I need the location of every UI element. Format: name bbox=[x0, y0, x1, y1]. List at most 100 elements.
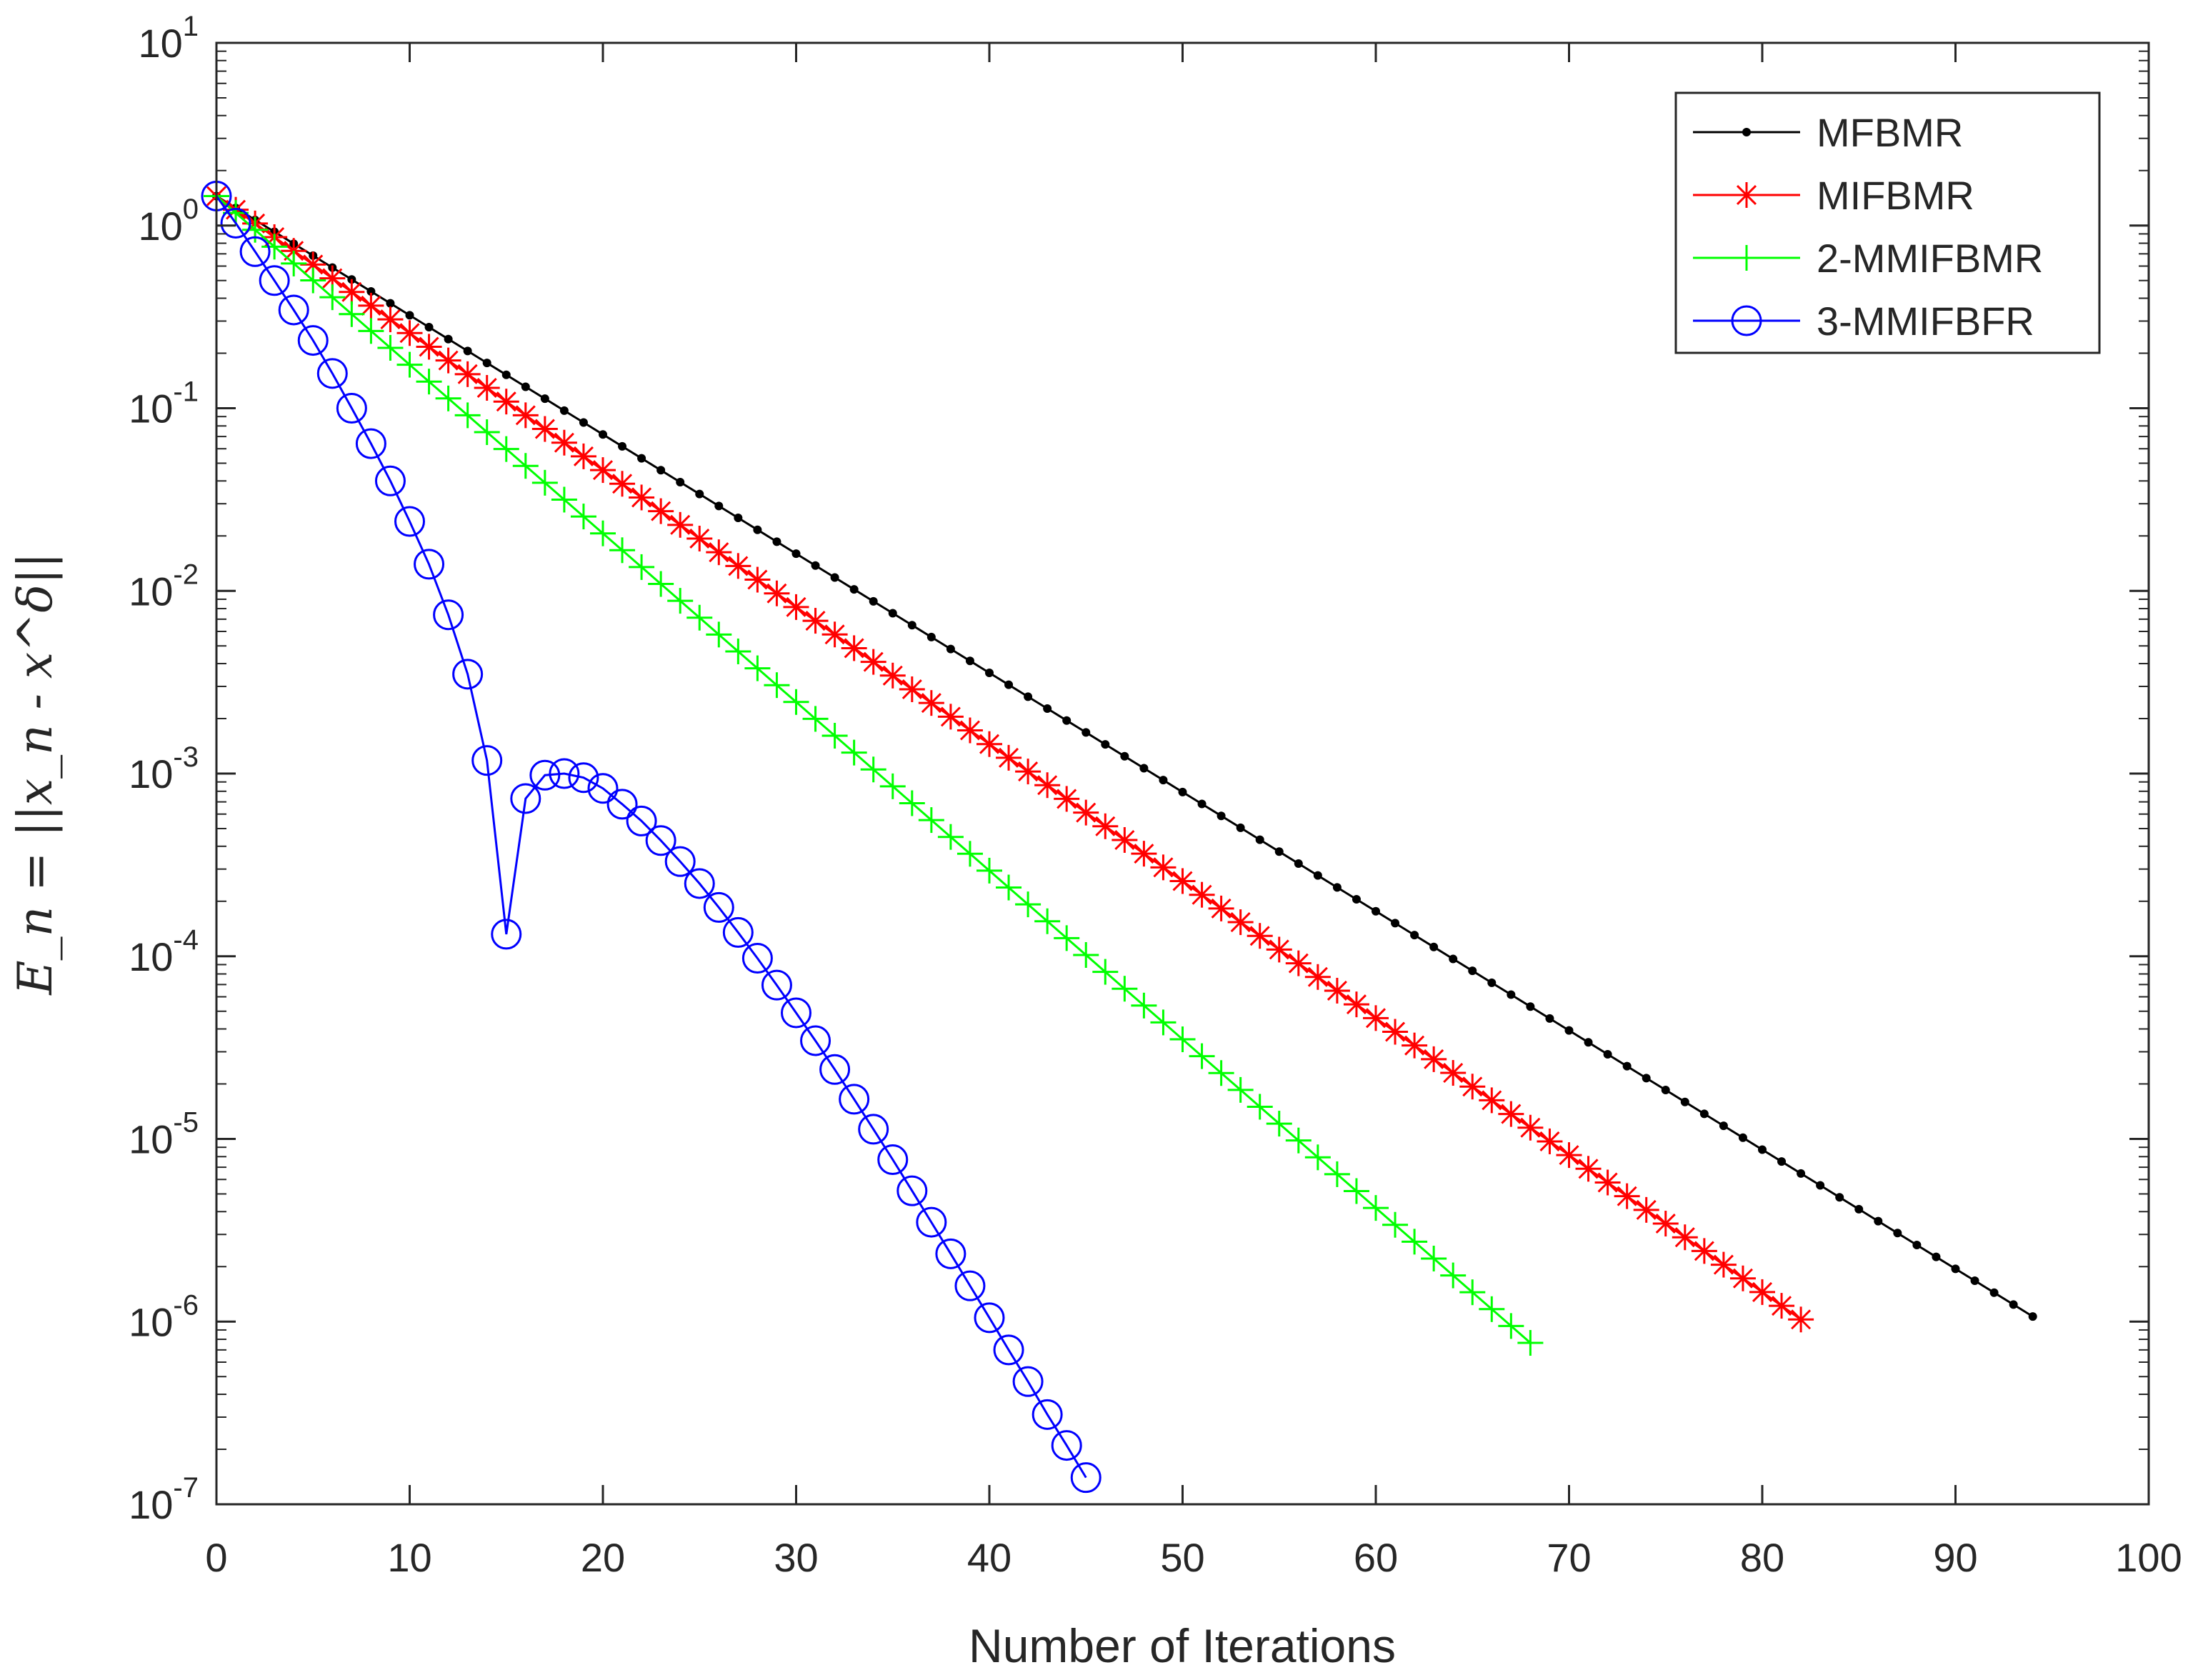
dot-marker bbox=[482, 359, 491, 368]
asterisk-stroke bbox=[1056, 789, 1077, 809]
legend-item-2-mmifbmr: 2-MMIFBMR bbox=[1693, 236, 2043, 281]
plus-marker bbox=[1169, 1026, 1196, 1053]
plus-marker bbox=[1517, 1330, 1544, 1356]
dot-marker bbox=[1970, 1276, 1979, 1286]
asterisk-marker bbox=[1633, 1196, 1659, 1223]
plus-marker bbox=[1015, 891, 1041, 918]
circle-marker bbox=[684, 868, 715, 899]
asterisk-marker bbox=[319, 265, 346, 291]
asterisk-stroke bbox=[476, 377, 497, 399]
asterisk-stroke bbox=[1365, 1008, 1387, 1029]
asterisk-stroke bbox=[1539, 1131, 1560, 1151]
plus-marker bbox=[1421, 1245, 1447, 1271]
asterisk-marker bbox=[918, 690, 944, 716]
plus-marker bbox=[1092, 959, 1119, 985]
x-tick-label: 0 bbox=[205, 1535, 227, 1580]
asterisk-stroke bbox=[631, 487, 652, 508]
dot-marker bbox=[1487, 978, 1497, 987]
dot-marker bbox=[1081, 728, 1091, 737]
x-tick-label: 100 bbox=[2115, 1535, 2182, 1580]
asterisk-marker bbox=[860, 649, 886, 675]
asterisk-stroke bbox=[709, 542, 729, 563]
circle-marker bbox=[781, 997, 811, 1029]
asterisk-stroke bbox=[457, 364, 478, 384]
x-tick-label: 40 bbox=[967, 1535, 1011, 1580]
dot-marker bbox=[830, 573, 839, 582]
asterisk-marker bbox=[1343, 991, 1369, 1018]
asterisk-marker bbox=[1131, 841, 1157, 867]
circle-marker bbox=[433, 599, 464, 631]
circle-marker bbox=[568, 762, 599, 794]
asterisk-marker bbox=[1054, 786, 1080, 812]
asterisk-stroke bbox=[1076, 802, 1096, 823]
circle-marker bbox=[858, 1114, 889, 1145]
circle-marker bbox=[549, 758, 580, 789]
circle-marker bbox=[259, 265, 290, 296]
dot-marker bbox=[366, 286, 376, 296]
dot-marker bbox=[714, 501, 724, 511]
asterisk-stroke bbox=[1385, 1021, 1406, 1042]
asterisk-marker bbox=[1363, 1005, 1389, 1031]
circle-marker bbox=[297, 325, 329, 356]
legend-label: 3-MMIFBFR bbox=[1817, 299, 2034, 344]
asterisk-marker bbox=[1672, 1224, 1698, 1251]
asterisk-marker bbox=[956, 717, 983, 744]
asterisk-stroke bbox=[1037, 775, 1058, 796]
asterisk-stroke bbox=[1346, 994, 1367, 1015]
dot-marker bbox=[463, 346, 472, 356]
asterisk-stroke bbox=[1791, 1309, 1812, 1330]
asterisk-marker bbox=[1575, 1156, 1602, 1182]
circle-marker bbox=[839, 1084, 870, 1115]
asterisk-marker bbox=[1729, 1265, 1756, 1291]
plus-marker bbox=[1112, 976, 1138, 1002]
dot-marker bbox=[734, 514, 743, 523]
plus-marker bbox=[1343, 1178, 1369, 1204]
plus-marker bbox=[667, 588, 694, 614]
asterisk-stroke bbox=[1559, 1145, 1579, 1166]
dot-marker bbox=[637, 454, 646, 463]
dot-marker bbox=[2009, 1300, 2018, 1309]
circle-marker bbox=[761, 969, 792, 1001]
asterisk-stroke bbox=[844, 638, 864, 659]
asterisk-stroke bbox=[592, 460, 614, 481]
dot-marker bbox=[386, 299, 395, 308]
asterisk-stroke bbox=[1404, 1035, 1425, 1056]
dot-marker bbox=[1603, 1049, 1612, 1059]
asterisk-stroke bbox=[1694, 1241, 1714, 1261]
asterisk-stroke bbox=[1269, 939, 1289, 960]
asterisk-stroke bbox=[1134, 844, 1154, 864]
circle-marker bbox=[800, 1025, 831, 1056]
plus-marker bbox=[648, 571, 674, 597]
asterisk-stroke bbox=[1211, 898, 1232, 919]
circle-marker bbox=[664, 846, 696, 877]
dot-marker bbox=[811, 561, 820, 570]
circle-marker bbox=[414, 549, 445, 580]
asterisk-stroke bbox=[1617, 1186, 1637, 1206]
dot-marker bbox=[1738, 1133, 1747, 1142]
circle-marker bbox=[491, 919, 522, 950]
plus-marker bbox=[1131, 992, 1157, 1019]
y-tick-labels: 101 100 10-1 10-2 10-3 10-4 10-5 10-6 10-7 bbox=[129, 11, 199, 1527]
dot-marker bbox=[2028, 1312, 2037, 1321]
asterisk-marker bbox=[937, 704, 964, 730]
plus-marker bbox=[899, 790, 925, 816]
plus-marker bbox=[821, 723, 848, 749]
asterisk-stroke bbox=[1424, 1049, 1444, 1069]
asterisk-stroke bbox=[1655, 1214, 1676, 1234]
plus-marker bbox=[841, 739, 867, 766]
asterisk-stroke bbox=[901, 679, 922, 700]
plus-marker bbox=[744, 655, 771, 681]
circle-marker bbox=[877, 1144, 909, 1176]
circle-marker bbox=[954, 1270, 986, 1301]
plus-marker bbox=[1304, 1144, 1331, 1171]
circle-marker bbox=[1031, 1399, 1063, 1430]
asterisk-stroke bbox=[979, 734, 1000, 754]
circle-marker bbox=[278, 294, 309, 326]
asterisk-stroke bbox=[1462, 1076, 1483, 1097]
asterisk-stroke bbox=[515, 405, 536, 426]
asterisk-stroke bbox=[1172, 871, 1193, 891]
dot-marker bbox=[1274, 847, 1284, 856]
asterisk-marker bbox=[551, 429, 577, 456]
asterisk-stroke bbox=[1114, 829, 1135, 850]
asterisk-marker bbox=[474, 375, 500, 401]
